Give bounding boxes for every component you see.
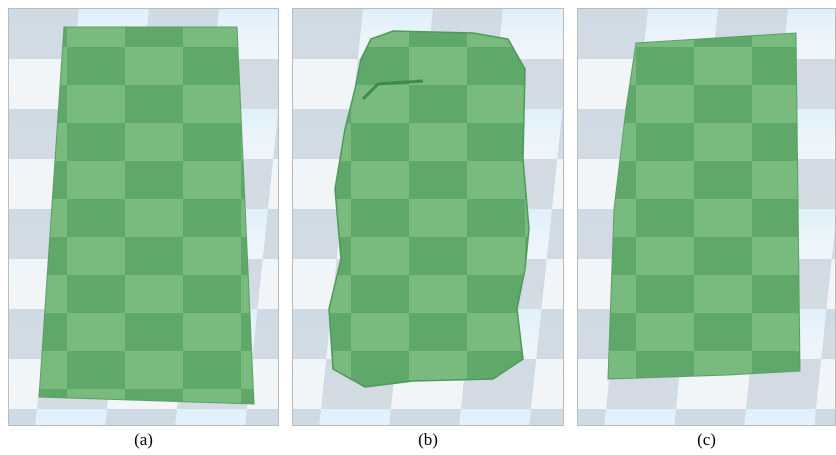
panel-image bbox=[577, 8, 836, 426]
panel-caption: (a) bbox=[8, 430, 279, 450]
panel-image bbox=[292, 8, 564, 426]
figure: (a) (b) (c) bbox=[0, 0, 836, 455]
panel-caption: (b) bbox=[292, 430, 564, 450]
panel-image bbox=[8, 8, 279, 426]
panel-caption: (c) bbox=[577, 430, 836, 450]
